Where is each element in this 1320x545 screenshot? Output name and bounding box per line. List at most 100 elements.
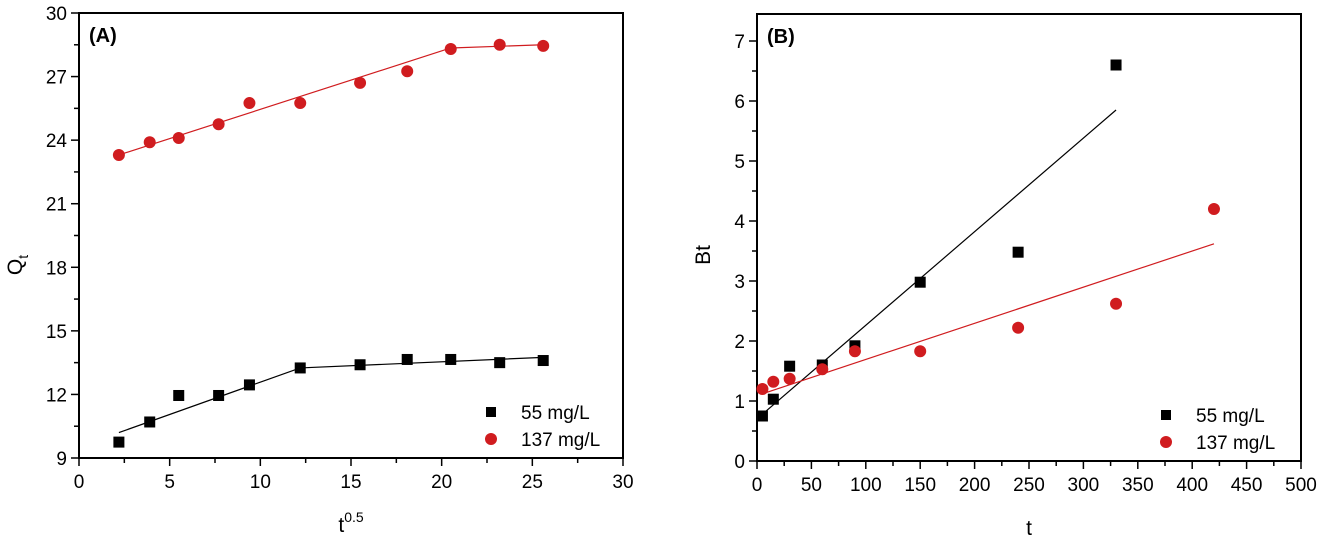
- data-point-square: [784, 360, 796, 372]
- data-point-square: [294, 362, 306, 374]
- y-tick-label: 15: [46, 322, 67, 343]
- data-point-circle: [212, 118, 225, 131]
- y-tick-label: 9: [56, 449, 67, 470]
- data-point-square: [243, 379, 255, 391]
- data-point-square: [767, 393, 779, 405]
- chart-panel-b: 0 50 100 150 200 250 300 350 400 450 500 0 1 2 3 4 5 6 7 t B…: [692, 13, 1317, 540]
- data-point-square: [1012, 246, 1024, 258]
- x-tick-label: 150: [904, 475, 936, 496]
- data-point-circle: [243, 97, 256, 110]
- y-tick-label: 18: [46, 258, 67, 279]
- data-point-circle: [848, 345, 861, 358]
- fit-line-series-2: [762, 243, 1215, 395]
- y-tick-label: 5: [734, 152, 745, 173]
- y-tick-label: 12: [46, 385, 67, 406]
- data-point-circle: [294, 97, 307, 110]
- data-point-circle: [354, 76, 367, 89]
- data-point-square: [173, 389, 185, 401]
- x-tick-label: 0: [752, 475, 763, 496]
- x-axis-title: t: [1026, 517, 1032, 540]
- data-point-circle: [756, 383, 769, 395]
- legend-entry: 55 mg/L: [486, 403, 590, 424]
- legend-label: 55 mg/L: [521, 403, 590, 424]
- data-point-square: [144, 416, 156, 428]
- x-axis-title-superscript: 0.5: [344, 509, 364, 525]
- x-tick-label: 20: [431, 472, 452, 493]
- x-tick-label: 250: [1013, 475, 1045, 496]
- panel-label: (B): [767, 26, 795, 48]
- data-point-circle: [1012, 321, 1025, 334]
- y-tick-label: 6: [734, 92, 745, 113]
- data-point-circle: [767, 375, 780, 388]
- data-point-circle: [401, 65, 414, 78]
- data-point-circle: [172, 132, 185, 145]
- data-point-circle: [783, 372, 796, 385]
- legend-label: 137 mg/L: [1196, 433, 1275, 454]
- y-tick-label: 27: [46, 68, 67, 89]
- data-point-square: [213, 389, 225, 401]
- x-tick-label: 350: [1122, 475, 1154, 496]
- y-tick-label: 4: [734, 212, 745, 233]
- legend-marker-square: [486, 407, 496, 417]
- y-axis-title: Bt: [692, 245, 715, 265]
- panel-label: (A): [89, 25, 117, 47]
- y-axis-title: Qt: [4, 255, 31, 275]
- x-axis-title-main: t: [338, 514, 344, 537]
- legend-entry: 137 mg/L: [485, 430, 600, 451]
- data-point-square: [354, 359, 366, 371]
- y-axis-title-main: Q: [4, 259, 27, 275]
- legend-marker-circle: [1160, 436, 1172, 448]
- x-axis-title: t0.5: [338, 509, 364, 537]
- data-point-square: [537, 355, 549, 367]
- legend-entry: 55 mg/L: [1161, 406, 1265, 427]
- data-point-circle: [1110, 297, 1123, 310]
- y-tick-label: 3: [734, 272, 745, 293]
- y-tick-label: 30: [46, 4, 67, 25]
- data-point-square: [401, 353, 413, 365]
- y-tick-label: 7: [734, 32, 745, 53]
- data-point-circle: [537, 39, 550, 52]
- y-axis-title-subscript: t: [15, 255, 31, 259]
- data-point-square: [445, 353, 457, 365]
- x-tick-label: 200: [959, 475, 991, 496]
- x-tick-label: 50: [801, 475, 822, 496]
- x-axis-title-main: t: [1026, 517, 1032, 540]
- data-point-square: [1110, 59, 1122, 71]
- data-point-square: [756, 410, 768, 422]
- data-point-circle: [112, 148, 125, 161]
- x-tick-label: 0: [74, 472, 85, 493]
- x-tick-label: 450: [1231, 475, 1263, 496]
- y-tick-label: 24: [46, 131, 68, 152]
- legend-entry: 137 mg/L: [1160, 433, 1275, 454]
- plot-frame: [756, 13, 1302, 462]
- x-tick-label: 400: [1176, 475, 1208, 496]
- legend-marker-circle: [485, 433, 497, 445]
- y-tick-label: 0: [734, 452, 745, 473]
- data-point-square: [494, 357, 506, 369]
- data-point-circle: [816, 363, 829, 376]
- x-tick-label: 25: [522, 472, 543, 493]
- data-point-circle: [493, 38, 506, 51]
- data-point-circle: [914, 345, 927, 358]
- x-tick-label: 15: [340, 472, 361, 493]
- legend-label: 137 mg/L: [521, 430, 600, 451]
- fit-line-series-1: [762, 109, 1117, 415]
- y-tick-label: 2: [734, 332, 745, 353]
- y-tick-label: 1: [734, 392, 745, 413]
- y-axis-title-main: Bt: [692, 245, 715, 265]
- x-tick-label: 5: [164, 472, 175, 493]
- x-tick-label: 100: [850, 475, 882, 496]
- legend-label: 55 mg/L: [1196, 406, 1265, 427]
- data-point-circle: [1207, 203, 1220, 215]
- x-tick-label: 300: [1068, 475, 1100, 496]
- data-point-square: [914, 276, 926, 288]
- data-point-circle: [143, 136, 156, 149]
- y-tick-label: 21: [46, 195, 67, 216]
- legend-marker-square: [1161, 410, 1171, 420]
- x-tick-label: 30: [612, 472, 633, 493]
- x-tick-label: 10: [250, 472, 271, 493]
- x-tick-label: 500: [1285, 475, 1317, 496]
- data-point-square: [113, 436, 125, 448]
